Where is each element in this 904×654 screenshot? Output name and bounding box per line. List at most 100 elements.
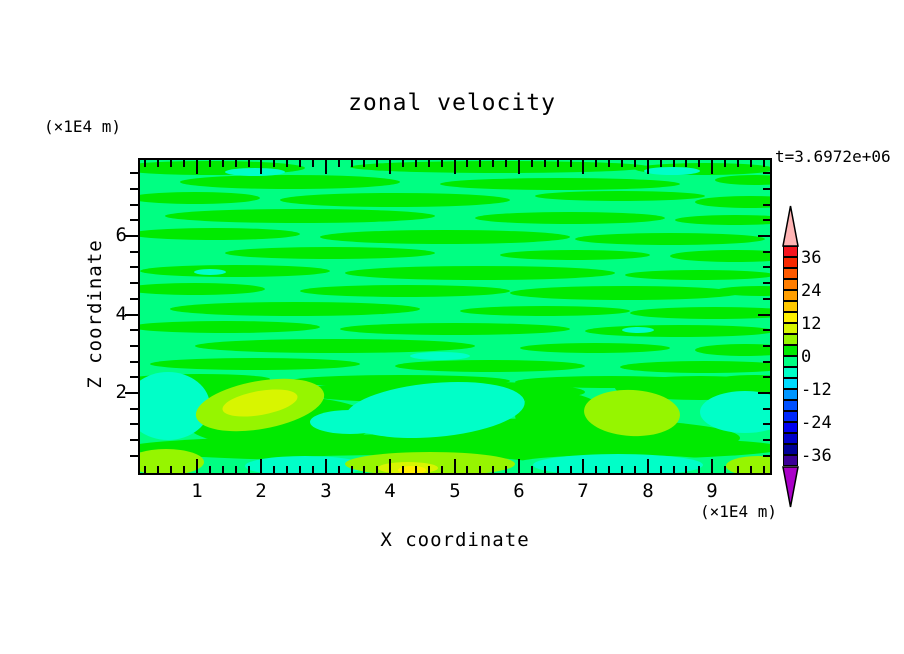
- tick-mark: [711, 160, 714, 174]
- tick-mark: [453, 459, 456, 473]
- colorbar-label: 12: [801, 314, 822, 334]
- tick-mark: [763, 360, 770, 363]
- tick-mark: [492, 160, 495, 167]
- tick-mark: [659, 466, 662, 473]
- tick-mark: [427, 466, 430, 473]
- tick-mark: [608, 160, 611, 167]
- y-axis-unit-label: (×1E4 m): [44, 117, 122, 136]
- tick-mark: [363, 466, 366, 473]
- tick-mark: [595, 466, 598, 473]
- tick-mark: [763, 203, 770, 206]
- tick-mark: [505, 466, 508, 473]
- tick-mark: [763, 423, 770, 426]
- tick-mark: [247, 160, 250, 167]
- tick-mark: [376, 160, 379, 167]
- tick-mark: [130, 439, 138, 442]
- tick-mark: [556, 466, 559, 473]
- tick-mark: [324, 459, 327, 473]
- colorbar-segment: [783, 455, 798, 466]
- tick-mark: [633, 160, 636, 167]
- tick-mark: [518, 459, 520, 473]
- tick-mark: [763, 250, 770, 253]
- tick-mark: [414, 160, 417, 167]
- colorbar-segment: [783, 411, 798, 422]
- tick-mark: [234, 466, 237, 473]
- colorbar-segment: [783, 444, 798, 455]
- colorbar-segment: [783, 433, 798, 444]
- tick-mark: [324, 160, 327, 174]
- tick-mark: [633, 466, 636, 473]
- tick-mark: [130, 344, 138, 347]
- tick-mark: [402, 466, 405, 473]
- colorbar-label: 36: [801, 248, 822, 268]
- tick-mark: [556, 160, 559, 167]
- tick-mark: [466, 160, 469, 167]
- y-tick-label: 2: [115, 381, 127, 403]
- tick-mark: [763, 439, 770, 442]
- tick-mark: [762, 160, 765, 167]
- x-axis-unit-label: (×1E4 m): [699, 502, 777, 521]
- tick-mark: [749, 160, 752, 167]
- colorbar-segment: [783, 356, 798, 367]
- tick-mark: [273, 466, 276, 473]
- tick-mark: [685, 466, 688, 473]
- tick-mark: [208, 160, 211, 167]
- tick-mark: [698, 466, 701, 473]
- tick-mark: [646, 160, 649, 174]
- colorbar-segment: [783, 312, 798, 323]
- tick-mark: [582, 459, 585, 473]
- tick-mark: [286, 160, 289, 167]
- tick-mark: [183, 466, 186, 473]
- tick-mark: [130, 187, 138, 190]
- colorbar-label: 0: [801, 347, 812, 367]
- tick-mark: [299, 160, 302, 167]
- tick-mark: [130, 376, 138, 379]
- tick-mark: [389, 459, 392, 473]
- tick-mark: [130, 203, 138, 206]
- tick-mark: [672, 466, 675, 473]
- contour-field: [140, 160, 770, 473]
- tick-mark: [130, 219, 138, 222]
- tick-mark: [299, 466, 302, 473]
- tick-mark: [125, 313, 138, 316]
- colorbar-segment: [783, 422, 798, 433]
- tick-mark: [234, 160, 237, 167]
- tick-mark: [247, 466, 250, 473]
- colorbar-label: -36: [801, 446, 832, 466]
- tick-mark: [763, 407, 770, 410]
- tick-mark: [569, 466, 572, 473]
- tick-mark: [221, 160, 224, 167]
- tick-mark: [453, 160, 456, 174]
- tick-mark: [672, 160, 675, 167]
- colorbar-segment: [783, 323, 798, 334]
- tick-mark: [130, 407, 138, 410]
- tick-mark: [724, 466, 727, 473]
- tick-mark: [144, 160, 147, 167]
- colorbar-label: -12: [801, 380, 832, 400]
- tick-mark: [221, 466, 224, 473]
- x-tick-label: 1: [191, 480, 203, 502]
- tick-mark: [125, 392, 138, 394]
- tick-mark: [479, 160, 482, 167]
- tick-mark: [427, 160, 430, 167]
- tick-mark: [157, 160, 160, 167]
- tick-mark: [621, 466, 624, 473]
- tick-mark: [157, 466, 160, 473]
- y-tick-label: 6: [115, 224, 127, 246]
- tick-mark: [130, 266, 138, 269]
- colorbar: [783, 246, 798, 466]
- tick-mark: [208, 466, 211, 473]
- tick-mark: [582, 160, 585, 174]
- tick-mark: [130, 329, 138, 332]
- colorbar-segment: [783, 334, 798, 345]
- tick-mark: [260, 459, 263, 473]
- tick-mark: [763, 187, 770, 190]
- tick-mark: [736, 160, 739, 167]
- tick-mark: [350, 466, 353, 473]
- tick-mark: [440, 160, 443, 167]
- tick-mark: [518, 160, 520, 174]
- colorbar-segment: [783, 290, 798, 301]
- tick-mark: [763, 282, 770, 285]
- tick-mark: [170, 466, 173, 473]
- colorbar-segment: [783, 367, 798, 378]
